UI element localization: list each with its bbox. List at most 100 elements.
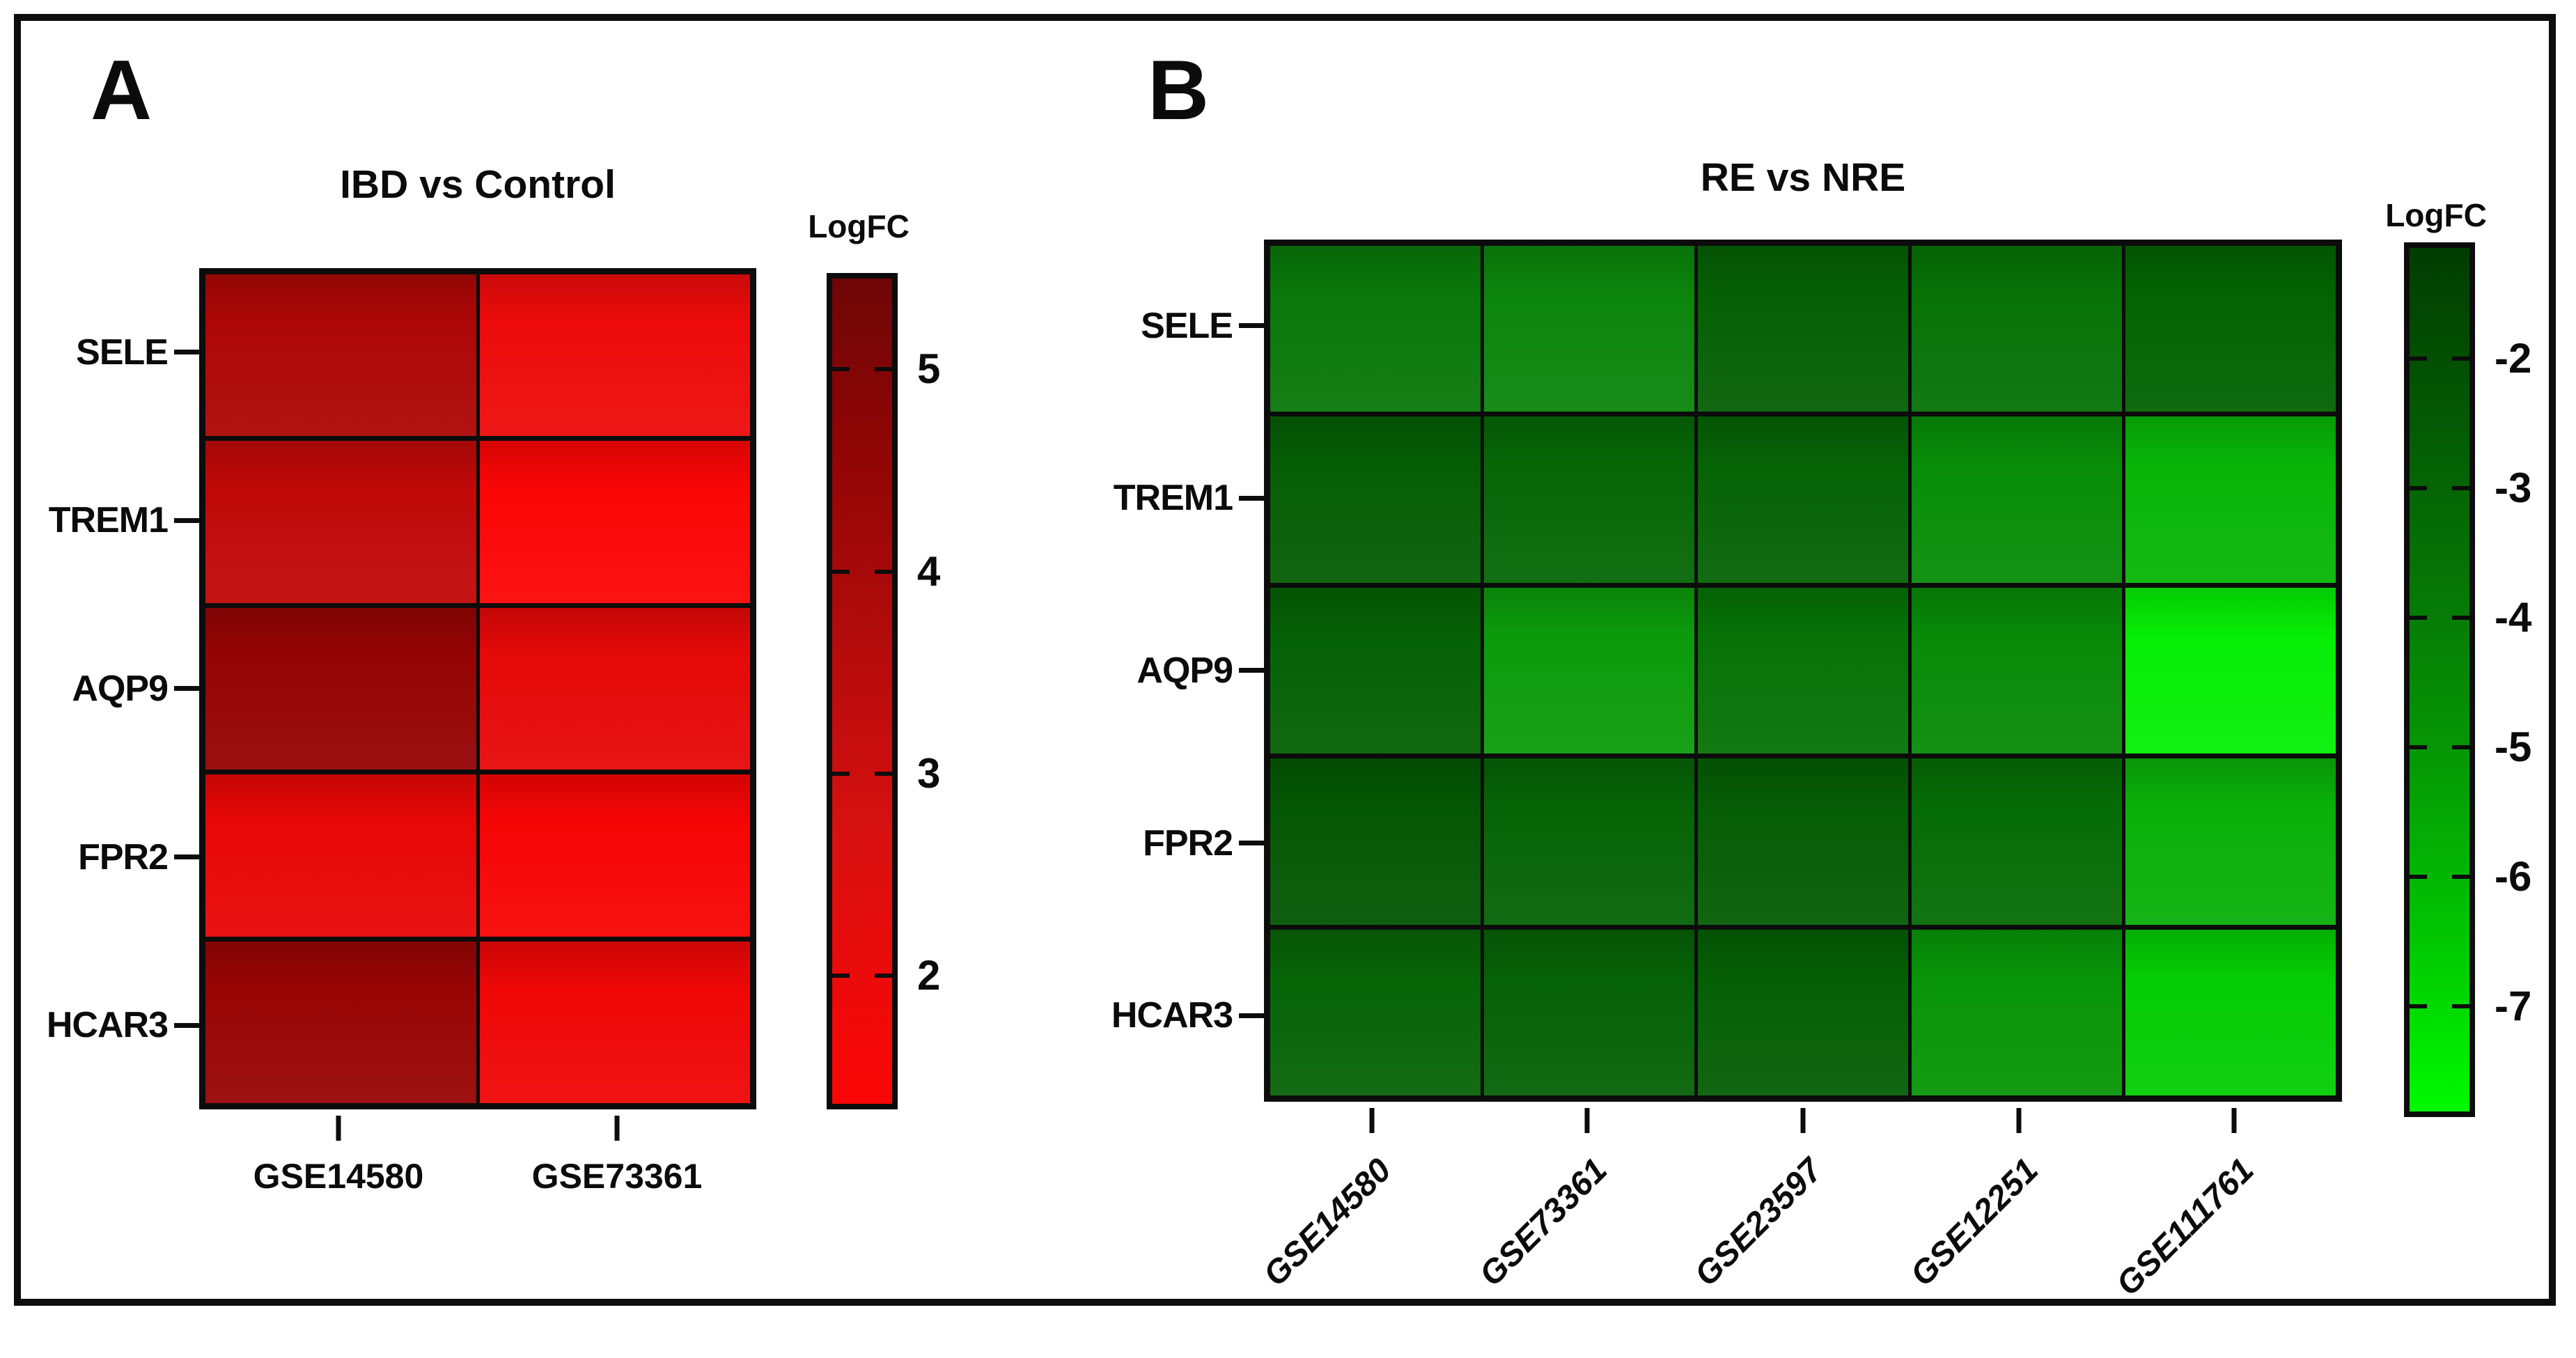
panel-b-title: RE vs NRE (1700, 155, 1906, 200)
colorbar-tick-mark (2452, 744, 2469, 749)
colorbar-tick-mark (2452, 1004, 2469, 1008)
heatmap-cell-TREM1-GSE73361 (1484, 416, 1694, 583)
panel-a-title: IBD vs Control (340, 162, 616, 207)
panel-a-heatmap-grid (199, 268, 756, 1109)
row-label-TREM1: TREM1 (48, 500, 169, 541)
panel-a-colorbar: 5 4 3 2 (827, 273, 940, 1109)
colorbar-tick-mark (875, 569, 892, 574)
heatmap-cell-SELE-GSE73361 (1484, 246, 1694, 412)
y-tick-mark (174, 854, 199, 860)
row-label-slot: SELE (7, 268, 199, 437)
column-label-slot: GSE12251 (1903, 1108, 2127, 1338)
row-label-slot: AQP9 (7, 604, 199, 773)
y-tick-mark (174, 686, 199, 692)
column-label-GSE73361: GSE73361 (1472, 1151, 1614, 1294)
colorbar-tick-mark (2410, 485, 2427, 490)
y-tick-mark (1239, 495, 1264, 501)
heatmap-cell-SELE-GSE111761 (2125, 246, 2336, 412)
heatmap-cell-TREM1-GSE14580 (205, 441, 476, 603)
row-label-slot: TREM1 (7, 437, 199, 605)
y-tick-mark (1239, 841, 1264, 846)
row-label-AQP9: AQP9 (1137, 650, 1233, 691)
row-label-slot: FPR2 (7, 773, 199, 942)
colorbar-tick-mark (832, 772, 850, 776)
column-label-slot: GSE73361 (1472, 1108, 1696, 1338)
x-tick-mark (336, 1116, 341, 1141)
colorbar-tick-mark (832, 367, 850, 372)
column-label-GSE111761: GSE111761 (2109, 1151, 2261, 1304)
panel-b-heatmap-grid (1264, 240, 2342, 1102)
row-label-slot: TREM1 (1072, 412, 1264, 585)
colorbar-tick-label: 3 (917, 750, 941, 797)
y-tick-mark (174, 1022, 199, 1028)
y-tick-mark (1239, 323, 1264, 329)
row-label-slot: SELE (1072, 240, 1264, 412)
heatmap-cell-HCAR3-GSE73361 (1484, 929, 1694, 1095)
colorbar-tick-mark (875, 367, 892, 372)
column-label-GSE73361: GSE73361 (531, 1157, 703, 1196)
column-label-GSE12251: GSE12251 (1903, 1151, 2045, 1294)
colorbar-tick-mark (2452, 615, 2469, 620)
colorbar-tick-mark (2410, 874, 2427, 879)
heatmap-cell-FPR2-GSE23597 (1698, 758, 1908, 925)
heatmap-cell-FPR2-GSE12251 (1912, 758, 2122, 925)
heatmap-cell-TREM1-GSE12251 (1912, 416, 2122, 583)
row-label-FPR2: FPR2 (78, 836, 169, 877)
colorbar-tick-label: 4 (917, 547, 941, 595)
heatmap-cell-HCAR3-GSE14580 (1270, 929, 1481, 1095)
heatmap-cell-HCAR3-GSE111761 (2125, 929, 2336, 1095)
colorbar-tick-mark (875, 772, 892, 776)
colorbar-tick-mark (2452, 485, 2469, 490)
x-tick-mark (1369, 1108, 1375, 1133)
row-label-TREM1: TREM1 (1113, 478, 1233, 519)
x-tick-mark (2231, 1108, 2237, 1133)
panel-b-colorbar: -2 -3 -4 -5 -6 -7 (2404, 242, 2531, 1117)
heatmap-cell-FPR2-GSE14580 (1270, 758, 1481, 925)
row-label-slot: HCAR3 (1072, 929, 1264, 1102)
heatmap-cell-TREM1-GSE23597 (1698, 416, 1908, 583)
row-label-HCAR3: HCAR3 (1111, 995, 1233, 1036)
row-label-SELE: SELE (1141, 305, 1233, 346)
heatmap-cell-SELE-GSE14580 (205, 274, 476, 437)
panel-b-letter: B (1148, 42, 1209, 137)
panel-a-colorbar-title: LogFC (808, 208, 910, 244)
colorbar-tick-label: 5 (917, 345, 941, 393)
panel-a-x-axis-labels: GSE14580 GSE73361 (199, 1116, 756, 1213)
heatmap-cell-SELE-GSE73361 (479, 274, 750, 437)
colorbar-tick-label: -3 (2495, 464, 2532, 511)
colorbar-tick-label: -4 (2495, 593, 2532, 641)
heatmap-cell-AQP9-GSE14580 (205, 607, 476, 770)
heatmap-cell-AQP9-GSE23597 (1698, 587, 1908, 754)
heatmap-cell-FPR2-GSE73361 (1484, 758, 1694, 925)
colorbar-tick-label: 2 (917, 952, 941, 999)
heatmap-cell-HCAR3-GSE14580 (205, 941, 476, 1103)
heatmap-cell-FPR2-GSE111761 (2125, 758, 2336, 925)
y-tick-mark (1239, 668, 1264, 673)
heatmap-cell-FPR2-GSE73361 (479, 774, 750, 937)
x-tick-mark (1584, 1108, 1590, 1133)
colorbar-tick-mark (2410, 1004, 2427, 1008)
colorbar-tick-mark (2452, 356, 2469, 361)
colorbar-tick-mark (2410, 356, 2427, 361)
heatmap-cell-AQP9-GSE14580 (1270, 587, 1481, 754)
heatmap-cell-HCAR3-GSE23597 (1698, 929, 1908, 1095)
heatmap-cell-SELE-GSE14580 (1270, 246, 1481, 412)
column-label-slot: GSE23597 (1688, 1108, 1911, 1338)
y-tick-mark (174, 350, 199, 355)
y-tick-mark (174, 517, 199, 523)
row-label-slot: FPR2 (1072, 757, 1264, 930)
heatmap-cell-TREM1-GSE14580 (1270, 416, 1481, 583)
colorbar-tick-label: -5 (2495, 723, 2532, 770)
colorbar-tick-mark (2410, 615, 2427, 620)
y-tick-mark (1239, 1013, 1264, 1018)
colorbar-tick-label: -7 (2495, 982, 2532, 1029)
heatmap-cell-TREM1-GSE73361 (479, 441, 750, 603)
panel-b-x-axis-labels: GSE14580 GSE73361 GSE23597 GSE12251 GSE11176… (1256, 1108, 2342, 1338)
panel-a-letter: A (91, 42, 152, 137)
column-label-slot: GSE14580 (1256, 1108, 1480, 1338)
row-label-AQP9: AQP9 (72, 668, 169, 709)
panel-a-row-labels: SELE TREM1 AQP9 FPR2 HCAR3 (7, 268, 199, 1109)
row-label-FPR2: FPR2 (1143, 822, 1233, 864)
column-label-GSE14580: GSE14580 (1256, 1151, 1398, 1294)
heatmap-cell-FPR2-GSE14580 (205, 774, 476, 937)
